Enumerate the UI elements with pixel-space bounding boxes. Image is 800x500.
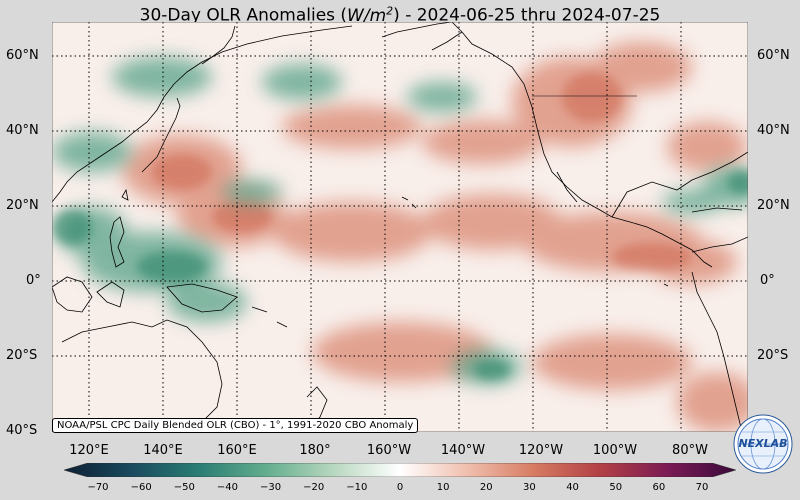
- lon-label-140e: 140°E: [143, 443, 183, 458]
- colorbar-tick-label: 70: [695, 482, 709, 493]
- lon-label-80w: 80°W: [672, 443, 708, 458]
- lat-label-40s: 40°S: [6, 423, 38, 438]
- title-suffix: ) - 2024-06-25 thru 2024-07-25: [393, 5, 661, 26]
- lat-label-40n-right: 40°N: [757, 123, 790, 138]
- colorbar-tick-label: −70: [87, 482, 109, 493]
- chart-title: 30-Day OLR Anomalies (W/m2) - 2024-06-25…: [0, 0, 800, 27]
- lon-label-120w: 120°W: [518, 443, 564, 458]
- lat-label-60n-right: 60°N: [757, 48, 790, 63]
- lat-label-20s-right: 20°S: [757, 348, 789, 363]
- lat-label-0-right: 0°: [760, 273, 775, 288]
- lon-label-180: 180°: [299, 443, 331, 458]
- lat-label-20n-right: 20°N: [757, 198, 790, 213]
- lon-label-160e: 160°E: [217, 443, 257, 458]
- lon-label-120e: 120°E: [69, 443, 109, 458]
- colorbar-tick-label: 60: [652, 482, 666, 493]
- colorbar-body: [64, 463, 736, 477]
- colorbar-tick-label: −30: [260, 482, 282, 493]
- coastlines: [52, 22, 748, 432]
- colorbar-tick-label: −50: [173, 482, 195, 493]
- lat-label-20s: 20°S: [6, 348, 38, 363]
- data-source-credit: NOAA/PSL CPC Daily Blended OLR (CBO) - 1…: [52, 418, 419, 433]
- colorbar-tick-label: −20: [303, 482, 325, 493]
- graticule: [52, 22, 748, 432]
- logo-text: NEXLAB: [738, 437, 787, 450]
- colorbar-tick-label: 0: [396, 482, 404, 493]
- olr-anomaly-map: [52, 22, 748, 432]
- colorbar-tick-label: −60: [130, 482, 152, 493]
- lon-label-100w: 100°W: [592, 443, 638, 458]
- colorbar-tick-label: 20: [479, 482, 493, 493]
- colorbar-tick-label: −10: [346, 482, 368, 493]
- nexlab-globe-logo: NEXLAB: [733, 414, 793, 474]
- lat-label-60n: 60°N: [6, 48, 39, 63]
- colorbar: [64, 463, 736, 477]
- colorbar-tick-label: 40: [566, 482, 579, 493]
- colorbar-tick-label: 30: [523, 482, 536, 493]
- lat-label-20n: 20°N: [6, 198, 39, 213]
- title-unit-exponent: 2: [386, 4, 394, 17]
- lat-label-40n: 40°N: [6, 123, 39, 138]
- title-prefix: 30-Day OLR Anomalies (: [139, 5, 348, 26]
- colorbar-tick-label: −40: [216, 482, 238, 493]
- title-unit-base: W/m: [347, 5, 387, 26]
- colorbar-tick-label: 50: [609, 482, 623, 493]
- lon-label-140w: 140°W: [440, 443, 486, 458]
- lat-label-0: 0°: [26, 273, 41, 288]
- lon-label-160w: 160°W: [366, 443, 412, 458]
- colorbar-tick-label: 10: [436, 482, 450, 493]
